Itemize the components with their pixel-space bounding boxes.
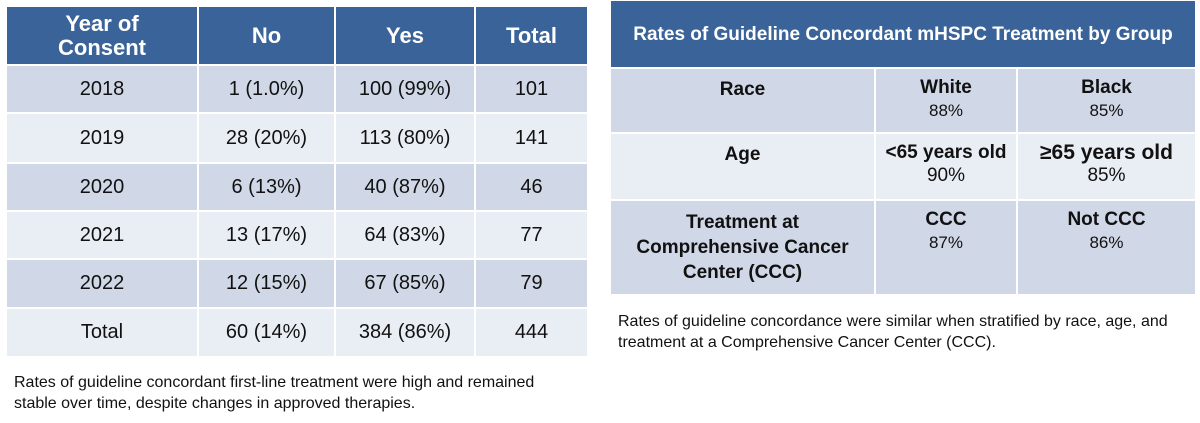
group-stack: Black 85% [1081,75,1132,122]
group-name: Black [1081,77,1132,98]
table-cell: 101 [475,65,588,113]
table-cell: 60 (14%) [198,308,335,357]
table-cell: 79 [475,259,588,308]
group-stack: White 88% [920,75,972,122]
table-cell: 12 (15%) [198,259,335,308]
header-text: Total [506,22,557,48]
group-name: <65 years old [885,142,1007,163]
group-cell: White 88% [875,68,1017,133]
table-cell: Total [6,308,198,357]
caption: Rates of guideline concordance were simi… [618,313,1168,351]
table-cell: 6 (13%) [198,163,335,211]
header-text: No [251,22,282,48]
group-stack: <65 years old 90% [886,140,1007,187]
table-cell: 100 (99%) [335,65,475,113]
group-name: Not CCC [1067,209,1146,230]
table-cell: 2019 [6,113,198,163]
table-cell: 1 (1.0%) [198,65,335,113]
group-cell: <65 years old 90% [875,133,1017,200]
table-cell: 2020 [6,163,198,211]
group-name: CCC [925,209,967,230]
header-text: Yes [386,22,424,48]
group-rate: 85% [1089,101,1124,120]
group-cell: Black 85% [1017,68,1196,133]
group-stack: CCC 87% [925,207,966,254]
group-rate: 88% [928,101,964,120]
caption: Rates of guideline concordant first-line… [14,374,535,412]
table-cell: 113 (80%) [335,113,475,163]
table-cell: 28 (20%) [198,113,335,163]
group-name: ≥65 years old [1040,141,1173,164]
table-cell: 2022 [6,259,198,308]
header-cell: Year of Consent [6,6,198,65]
table-title: Rates of Guideline Concordant mHSPC Trea… [610,0,1196,68]
table-cell: 46 [475,163,588,211]
group-cell: Not CCC 86% [1017,200,1196,295]
row-label: Age [610,133,875,200]
group-rate: 90% [926,165,965,186]
group-stack: Not CCC 86% [1067,207,1145,254]
group-rate: 85% [1087,165,1126,186]
table-cell: 13 (17%) [198,211,335,259]
row-label: Race [610,68,875,133]
group-rate: 87% [928,233,963,252]
table-cell: 2018 [6,65,198,113]
table-cell: 2021 [6,211,198,259]
table-cell: 444 [475,308,588,357]
table-cell: 77 [475,211,588,259]
row-label: Treatment at Comprehensive Cancer Center… [610,200,875,295]
header-cell: Yes [335,6,475,65]
table-cell: 384 (86%) [335,308,475,357]
header-cell: No [198,6,335,65]
table-cell: 141 [475,113,588,163]
table-cell: 67 (85%) [335,259,475,308]
table-cell: 64 (83%) [335,211,475,259]
group-name: White [920,77,972,98]
table-cell: 40 (87%) [335,163,475,211]
header-text: Year of Consent [58,10,146,60]
header-cell: Total [475,6,588,65]
group-cell: CCC 87% [875,200,1017,295]
group-cell: ≥65 years old 85% [1017,133,1196,200]
group-stack: ≥65 years old 85% [1040,140,1173,187]
group-rate: 86% [1089,233,1124,252]
